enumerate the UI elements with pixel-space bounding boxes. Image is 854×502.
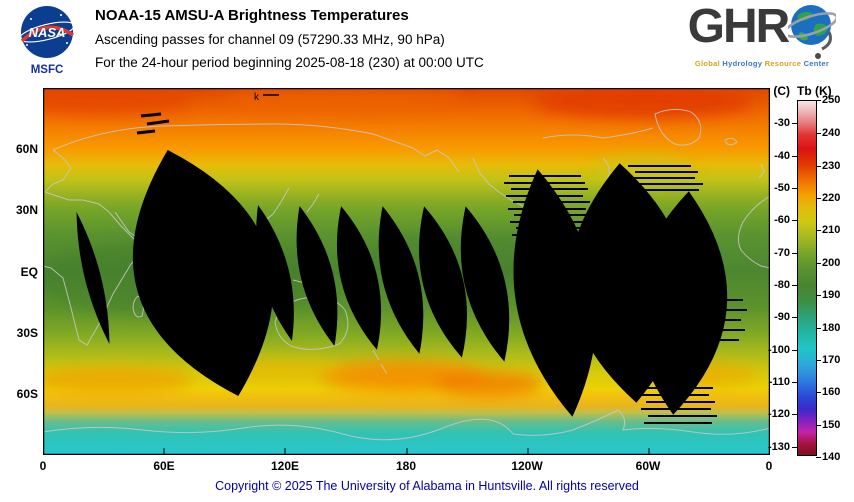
subtitle-period: For the 24-hour period beginning 2025-08… bbox=[95, 55, 484, 70]
tagline-word: Center bbox=[803, 59, 830, 68]
cb-kelvin-label: 220 bbox=[816, 192, 854, 204]
ghrc-tagline: Global Hydrology Resource Center bbox=[676, 59, 848, 68]
brightness-temperature-map: k bbox=[43, 88, 770, 455]
lat-label-60n: 60N bbox=[15, 142, 38, 156]
cb-kelvin-label: 160 bbox=[816, 386, 854, 398]
cb-kelvin-label: 230 bbox=[816, 160, 854, 172]
nasa-wordmark: NASA bbox=[29, 25, 66, 40]
lat-label-60s: 60S bbox=[16, 387, 38, 401]
cb-kelvin-label: 190 bbox=[816, 289, 854, 301]
cb-kelvin-label: 240 bbox=[816, 127, 854, 139]
cb-kelvin-label: 170 bbox=[816, 354, 854, 366]
cb-celsius-label: -90 bbox=[752, 311, 797, 323]
scanline-stripes bbox=[504, 165, 747, 424]
map-frame bbox=[43, 88, 770, 455]
lon-label-120e: 120E bbox=[270, 459, 300, 473]
lat-label-30n: 30N bbox=[15, 203, 38, 217]
ghrc-logo: GHR Global Hydrology Resource Center bbox=[676, 2, 848, 68]
ghrc-globe-icon bbox=[788, 5, 837, 59]
tagline-word: Hydrology bbox=[722, 59, 763, 68]
lon-label-60e: 60E bbox=[153, 459, 175, 473]
cb-celsius-label: -50 bbox=[752, 182, 797, 194]
cb-celsius-label: -80 bbox=[752, 279, 797, 291]
lon-label-120w: 120W bbox=[511, 459, 543, 473]
cb-celsius-label: -100 bbox=[752, 344, 797, 356]
lon-label-0w: 0 bbox=[765, 459, 773, 473]
lon-label-180: 180 bbox=[395, 459, 417, 473]
lon-label-60w: 60W bbox=[635, 459, 661, 473]
cb-celsius-label: -70 bbox=[752, 247, 797, 259]
cb-celsius-label: -120 bbox=[752, 408, 797, 420]
lat-label-30s: 30S bbox=[16, 326, 38, 340]
cb-kelvin-label: 180 bbox=[816, 322, 854, 334]
lon-label-0e: 0 bbox=[39, 459, 47, 473]
subtitle-channel: Ascending passes for channel 09 (57290.3… bbox=[95, 32, 445, 47]
cb-kelvin-label: 250 bbox=[816, 94, 854, 106]
cb-celsius-label: -60 bbox=[752, 214, 797, 226]
page-title: NOAA-15 AMSU-A Brightness Temperatures bbox=[95, 7, 409, 24]
nasa-logo: NASA MSFC bbox=[14, 5, 80, 76]
nasa-meatball-icon: NASA bbox=[19, 6, 75, 58]
cb-celsius-label: -110 bbox=[752, 376, 797, 388]
gap-swath-americas-west bbox=[513, 169, 597, 417]
copyright-notice: Copyright © 2025 The University of Alaba… bbox=[215, 479, 639, 493]
ghrc-acronym: GHR bbox=[687, 0, 791, 53]
gap-swath-large-left bbox=[132, 149, 274, 397]
orbit-start-marker: k bbox=[254, 92, 279, 103]
cb-kelvin-label: 150 bbox=[816, 419, 854, 431]
title-block: NOAA-15 AMSU-A Brightness Temperatures A… bbox=[95, 7, 484, 71]
cb-kelvin-label: 140 bbox=[816, 451, 854, 463]
msfc-label: MSFC bbox=[30, 64, 64, 76]
gap-swath-americas-east bbox=[634, 191, 728, 415]
tagline-word: Global bbox=[694, 59, 720, 68]
colorbar-unit-kelvin: Tb (K) bbox=[797, 84, 832, 98]
cb-kelvin-label: 210 bbox=[816, 224, 854, 236]
colorbar-unit-celsius: (C) bbox=[773, 84, 790, 98]
cb-kelvin-label: 200 bbox=[816, 257, 854, 269]
colorbar-scale bbox=[797, 100, 817, 456]
cb-celsius-label: -40 bbox=[752, 150, 797, 162]
cb-celsius-label: -130 bbox=[752, 441, 797, 453]
data-gap-swaths bbox=[76, 112, 728, 417]
cb-celsius-label: -30 bbox=[752, 117, 797, 129]
orbit-marker-label: k bbox=[254, 92, 260, 103]
tagline-word: Resource bbox=[764, 59, 802, 68]
lat-label-eq: EQ bbox=[20, 265, 38, 279]
